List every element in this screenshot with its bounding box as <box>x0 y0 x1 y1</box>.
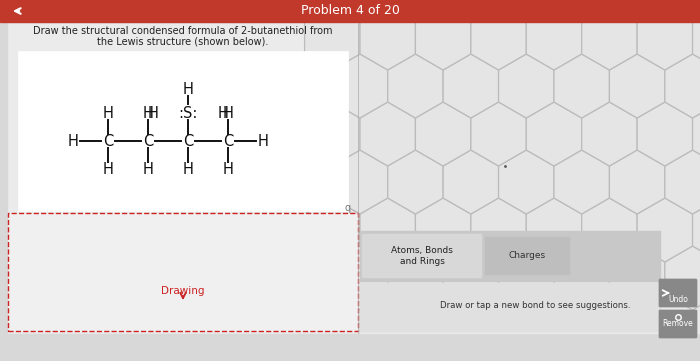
Bar <box>360 0 700 333</box>
Polygon shape <box>637 198 692 262</box>
Polygon shape <box>665 246 700 310</box>
Polygon shape <box>610 0 665 22</box>
Polygon shape <box>498 246 554 310</box>
Text: H: H <box>143 105 153 121</box>
FancyBboxPatch shape <box>659 279 697 307</box>
Text: Charges: Charges <box>508 252 545 261</box>
Polygon shape <box>332 0 388 22</box>
Text: Remove: Remove <box>663 319 694 329</box>
Bar <box>362 234 482 278</box>
Polygon shape <box>610 150 665 214</box>
Polygon shape <box>443 150 498 214</box>
Bar <box>360 231 660 281</box>
Polygon shape <box>388 246 443 310</box>
Text: H: H <box>103 161 113 177</box>
Polygon shape <box>304 102 360 166</box>
Polygon shape <box>526 198 582 262</box>
Polygon shape <box>443 0 498 22</box>
Polygon shape <box>526 102 582 166</box>
FancyBboxPatch shape <box>659 310 697 338</box>
Polygon shape <box>360 6 415 70</box>
Text: H: H <box>103 105 113 121</box>
Text: C: C <box>103 134 113 148</box>
Text: H: H <box>143 161 153 177</box>
Polygon shape <box>415 198 471 262</box>
Polygon shape <box>471 6 526 70</box>
Polygon shape <box>554 0 610 22</box>
Text: :S:: :S: <box>178 105 197 121</box>
Polygon shape <box>360 102 415 166</box>
Polygon shape <box>554 54 610 118</box>
Polygon shape <box>498 150 554 214</box>
Text: H: H <box>218 105 228 121</box>
Polygon shape <box>304 198 360 262</box>
Polygon shape <box>610 246 665 310</box>
Polygon shape <box>443 54 498 118</box>
Polygon shape <box>332 246 388 310</box>
Polygon shape <box>471 198 526 262</box>
Polygon shape <box>665 0 700 22</box>
Polygon shape <box>554 246 610 310</box>
Polygon shape <box>610 54 665 118</box>
Polygon shape <box>665 54 700 118</box>
Bar <box>485 237 570 275</box>
Text: H: H <box>183 82 193 96</box>
Bar <box>0 0 700 22</box>
Text: H: H <box>68 134 78 148</box>
Polygon shape <box>498 0 554 22</box>
Text: Undo: Undo <box>668 295 688 304</box>
Text: Draw or tap a new bond to see suggestions.: Draw or tap a new bond to see suggestion… <box>440 300 631 309</box>
Polygon shape <box>415 102 471 166</box>
Text: C: C <box>143 134 153 148</box>
Polygon shape <box>471 102 526 166</box>
Text: Problem 4 of 20: Problem 4 of 20 <box>300 4 400 17</box>
Polygon shape <box>388 54 443 118</box>
Polygon shape <box>304 6 360 70</box>
Polygon shape <box>332 54 388 118</box>
Text: H: H <box>148 105 158 121</box>
Text: H: H <box>223 105 233 121</box>
Polygon shape <box>443 246 498 310</box>
Text: H: H <box>223 161 233 177</box>
Text: the Lewis structure (shown below).: the Lewis structure (shown below). <box>97 36 269 46</box>
Polygon shape <box>360 198 415 262</box>
Polygon shape <box>332 150 388 214</box>
Polygon shape <box>637 6 692 70</box>
Bar <box>360 283 660 331</box>
Text: C: C <box>223 134 233 148</box>
Polygon shape <box>692 6 700 70</box>
Polygon shape <box>582 102 637 166</box>
Text: Draw the structural condensed formula of 2-butanethiol from: Draw the structural condensed formula of… <box>34 26 332 36</box>
Bar <box>18 51 348 211</box>
Text: Drawing: Drawing <box>161 286 204 296</box>
Polygon shape <box>388 150 443 214</box>
Text: C: C <box>183 134 193 148</box>
Polygon shape <box>582 198 637 262</box>
Polygon shape <box>498 54 554 118</box>
Polygon shape <box>692 102 700 166</box>
Polygon shape <box>526 6 582 70</box>
Polygon shape <box>637 102 692 166</box>
Polygon shape <box>554 150 610 214</box>
Text: H: H <box>183 161 193 177</box>
Polygon shape <box>582 6 637 70</box>
Polygon shape <box>665 150 700 214</box>
Polygon shape <box>388 0 443 22</box>
Text: Atoms, Bonds
and Rings: Atoms, Bonds and Rings <box>391 246 453 266</box>
Bar <box>8 213 358 331</box>
Bar <box>8 23 358 333</box>
Text: H: H <box>258 134 268 148</box>
Text: q: q <box>345 203 351 213</box>
Polygon shape <box>415 6 471 70</box>
Polygon shape <box>692 198 700 262</box>
